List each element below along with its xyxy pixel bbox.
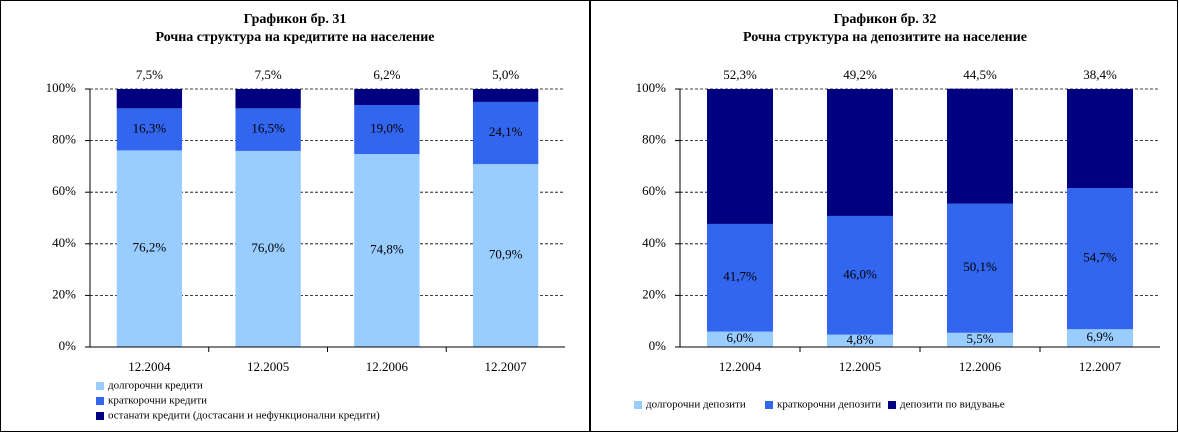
bar-segment [116, 89, 183, 109]
bar-segment [1067, 89, 1133, 189]
data-label: 5,5% [966, 331, 993, 346]
y-tick-label: 60% [642, 183, 666, 198]
x-tick-label: 12.2004 [128, 359, 171, 374]
bar-segment [354, 89, 420, 105]
x-tick-label: 12.2005 [839, 359, 881, 374]
bar-segment [235, 108, 301, 151]
y-tick-label: 40% [642, 235, 666, 250]
data-label: 52,3% [723, 67, 757, 82]
data-label: 16,3% [133, 120, 167, 135]
legend-label: останати кредити (достасани и нефункцион… [108, 410, 380, 422]
y-tick-label: 60% [52, 183, 76, 198]
y-tick-label: 40% [52, 235, 76, 250]
bar-segment [947, 332, 1013, 347]
legend-swatch [765, 401, 773, 409]
legend-label: долгорочни кредити [108, 380, 203, 392]
bar-segment [707, 331, 773, 347]
bar-segment [827, 89, 893, 216]
bar-segment [472, 101, 539, 165]
data-label: 38,4% [1083, 67, 1117, 82]
x-tick-label: 12.2006 [959, 359, 1002, 374]
bar-segment [235, 89, 301, 109]
legend-label: краткорочни кредити [108, 395, 207, 407]
y-tick-label: 20% [642, 286, 666, 301]
data-label: 70,9% [489, 247, 523, 262]
legend-swatch [96, 412, 104, 420]
legend-swatch [96, 397, 104, 405]
bar-segment [947, 88, 1013, 204]
x-tick-label: 12.2004 [719, 359, 762, 374]
bar-segment [354, 154, 420, 347]
data-label: 6,0% [726, 330, 753, 345]
bar-segment [1067, 188, 1133, 330]
chart-subtitle: Рочна структура на кредитите на населени… [156, 30, 435, 45]
legend-label: краткорочни депозити [777, 399, 881, 411]
data-label: 6,2% [373, 67, 400, 82]
bar-segment [472, 164, 539, 347]
chart-title: Графикон бр. 32 [834, 12, 937, 27]
y-tick-label: 20% [52, 286, 76, 301]
bar-segment [947, 203, 1013, 333]
bar-segment [827, 215, 893, 335]
bar-segment [1067, 329, 1133, 347]
y-tick-label: 100% [636, 80, 667, 95]
y-tick-label: 100% [46, 80, 77, 95]
data-label: 76,0% [251, 240, 285, 255]
bar-segment [235, 150, 301, 347]
legend-swatch [888, 401, 896, 409]
data-label: 49,2% [843, 67, 877, 82]
data-label: 54,7% [1083, 250, 1117, 265]
x-tick-label: 12.2006 [366, 359, 409, 374]
data-label: 16,5% [251, 121, 285, 136]
y-tick-label: 80% [642, 132, 666, 147]
data-label: 41,7% [723, 269, 757, 284]
data-label: 76,2% [133, 240, 167, 255]
bar-segment [707, 89, 773, 224]
data-label: 44,5% [963, 67, 997, 82]
legend-swatch [634, 401, 642, 409]
data-label: 7,5% [136, 67, 163, 82]
data-label: 4,8% [846, 332, 873, 347]
bar-segment [827, 334, 893, 347]
bar-segment [472, 89, 539, 102]
chart-subtitle: Рочна структура на депозитите на населен… [743, 30, 1027, 45]
x-tick-label: 12.2007 [485, 359, 528, 374]
bar-segment [116, 150, 183, 347]
legend-swatch [96, 382, 104, 390]
data-label: 46,0% [843, 266, 877, 281]
bar-segment [354, 104, 420, 155]
data-label: 6,9% [1086, 329, 1113, 344]
x-tick-label: 12.2005 [247, 359, 289, 374]
x-tick-label: 12.2007 [1079, 359, 1122, 374]
data-label: 7,5% [255, 67, 282, 82]
y-tick-label: 0% [59, 338, 77, 353]
y-tick-label: 80% [52, 132, 76, 147]
data-label: 50,1% [963, 259, 997, 274]
data-label: 5,0% [492, 67, 519, 82]
chart-title: Графикон бр. 31 [244, 12, 347, 27]
bar-segment [707, 223, 773, 332]
bar-segment [116, 108, 183, 151]
legend-label: долгорочни депозити [646, 399, 746, 411]
data-label: 74,8% [370, 241, 404, 256]
legend-label: депозити по видување [900, 399, 1005, 411]
y-tick-label: 0% [649, 338, 667, 353]
data-label: 19,0% [370, 120, 404, 135]
data-label: 24,1% [489, 124, 523, 139]
